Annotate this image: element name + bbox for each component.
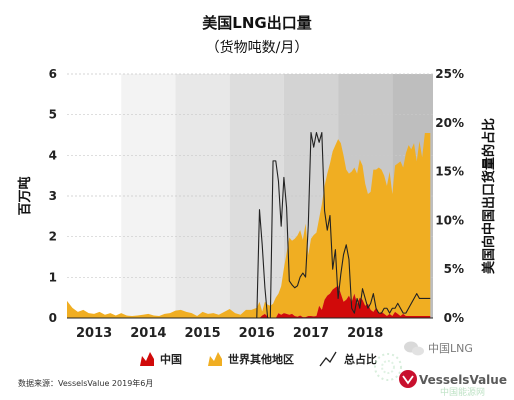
y2-tick-label: 0% — [444, 311, 464, 325]
red-area-icon — [140, 352, 154, 366]
stacked-areas — [67, 132, 431, 318]
brand-sub: 中国能源网 — [440, 386, 485, 398]
y2-tick-label: 25% — [435, 67, 464, 81]
chart-title: 美国LNG出口量 — [202, 14, 311, 32]
wechat-icon — [404, 341, 424, 356]
x-tick-label: 2017 — [293, 326, 329, 341]
y2-tick-label: 15% — [435, 165, 464, 179]
x-tick-label: 2018 — [347, 326, 383, 341]
chart-subtitle: （货物吨数/月） — [206, 39, 309, 56]
y-axis-label: 百万吨 — [17, 176, 33, 215]
y-tick-label: 1 — [49, 270, 57, 284]
y-tick-label: 4 — [49, 148, 57, 162]
x-tick-label: 2014 — [130, 326, 166, 341]
y-tick-label: 6 — [49, 67, 57, 81]
legend-item-china: 中国 — [140, 352, 182, 366]
legend-item-rest-of-world: 世界其他地区 — [208, 352, 294, 366]
legend-label-rest-of-world: 世界其他地区 — [228, 352, 294, 366]
y2-tick-label: 5% — [444, 262, 464, 276]
area-rest-of-world — [67, 132, 431, 318]
y-axis-ticks: 0 1 2 3 4 5 6 — [49, 67, 57, 325]
brand-watermark: 中国LNG VesselsValue 中国能源网 — [374, 341, 507, 398]
y-tick-label: 0 — [49, 311, 57, 325]
area-china — [67, 285, 431, 318]
x-tick-label: 2013 — [76, 326, 112, 341]
line-icon — [319, 351, 337, 367]
y-tick-label: 5 — [49, 108, 57, 122]
legend-label-china: 中国 — [160, 352, 182, 366]
legend-item-share: 总占比 — [319, 351, 377, 367]
y-tick-label: 3 — [49, 189, 57, 203]
y2-tick-label: 10% — [435, 213, 464, 227]
wechat-label: 中国LNG — [428, 342, 473, 355]
x-tick-label: 2015 — [184, 326, 220, 341]
brand-name: VesselsValue — [419, 373, 507, 387]
legend-label-share: 总占比 — [344, 352, 377, 366]
y-tick-label: 2 — [49, 230, 57, 244]
x-tick-label: 2016 — [239, 326, 275, 341]
y2-tick-label: 20% — [435, 116, 464, 130]
orange-area-icon — [208, 352, 222, 366]
x-axis-ticks: 2013 2014 2015 2016 2017 2018 — [76, 326, 383, 341]
sunburst-logo-icon — [374, 353, 402, 381]
vesselsvalue-logo-icon — [399, 370, 417, 388]
y2-axis-label: 美国向中国出口货量的占比 — [481, 118, 497, 274]
legend: 中国 世界其他地区 总占比 — [140, 351, 377, 367]
y2-axis-ticks: 0% 5% 10% 15% 20% 25% — [435, 67, 464, 325]
source-note: 数据来源：VesselsValue 2019年6月 — [18, 378, 153, 388]
